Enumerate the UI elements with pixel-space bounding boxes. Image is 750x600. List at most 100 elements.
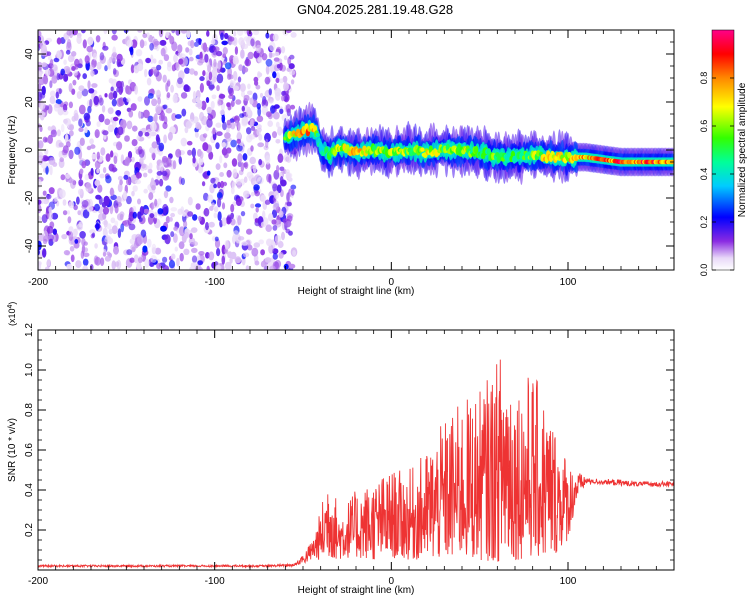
noise-blob xyxy=(96,61,102,70)
noise-blob xyxy=(82,209,90,219)
noise-blob xyxy=(60,174,66,181)
noise-blob xyxy=(276,165,280,173)
noise-blob xyxy=(142,245,148,253)
noise-blob xyxy=(87,105,92,114)
y-tick-label: 0.6 xyxy=(24,443,35,457)
noise-blob xyxy=(94,160,101,169)
noise-blob xyxy=(47,54,52,61)
noise-blob xyxy=(71,66,76,71)
noise-blob xyxy=(151,98,158,107)
noise-blob xyxy=(255,84,261,90)
x-tick-label: 0 xyxy=(389,277,395,288)
noise-blob xyxy=(250,145,254,152)
noise-blob xyxy=(38,199,42,205)
noise-blob xyxy=(178,156,182,165)
noise-blob xyxy=(174,246,178,252)
noise-blob xyxy=(149,262,155,267)
noise-blob xyxy=(99,52,105,61)
noise-blob xyxy=(151,243,157,253)
spectrogram-x-ticks: -200 -100 0 100 xyxy=(28,30,675,288)
noise-blob xyxy=(270,105,276,114)
noise-blob xyxy=(52,228,57,235)
noise-blob xyxy=(243,193,248,199)
noise-blob xyxy=(206,30,210,37)
noise-blob xyxy=(227,214,232,221)
noise-blob xyxy=(126,120,133,130)
noise-blob xyxy=(208,151,214,160)
noise-blob xyxy=(229,80,234,89)
noise-blob xyxy=(165,82,169,92)
noise-blob xyxy=(38,71,42,79)
noise-blob xyxy=(286,201,292,207)
noise-blob xyxy=(109,204,114,215)
noise-blob xyxy=(81,160,87,169)
noise-blob xyxy=(253,242,261,248)
noise-blob xyxy=(282,75,288,83)
noise-blob xyxy=(266,111,272,118)
noise-blob xyxy=(236,30,244,36)
noise-blob xyxy=(83,112,91,121)
noise-blob xyxy=(286,215,293,223)
noise-blob xyxy=(255,44,262,54)
noise-blob xyxy=(102,227,108,236)
noise-blob xyxy=(281,95,285,102)
noise-blob xyxy=(62,210,68,216)
noise-blob xyxy=(274,51,280,57)
noise-blob xyxy=(283,263,289,270)
x-tick-label: -200 xyxy=(28,277,48,288)
noise-blob xyxy=(180,92,188,99)
noise-blob xyxy=(92,52,98,61)
noise-blob xyxy=(133,254,139,264)
noise-blob xyxy=(215,122,222,128)
noise-blob xyxy=(220,180,225,189)
noise-blob xyxy=(127,151,133,159)
noise-blob xyxy=(91,153,97,160)
noise-blob xyxy=(148,192,154,201)
noise-blob xyxy=(188,237,196,245)
snr-y-ticks: 0.2 0.4 0.6 0.8 1.0 1.2 xyxy=(24,323,674,561)
noise-blob xyxy=(42,190,47,196)
ridge-blob xyxy=(520,149,525,157)
noise-blob xyxy=(211,68,218,79)
noise-blob xyxy=(217,60,221,70)
noise-blob xyxy=(49,165,53,176)
noise-blob xyxy=(259,92,264,98)
noise-blob xyxy=(172,93,178,104)
noise-blob xyxy=(283,55,288,61)
noise-blob xyxy=(185,47,190,53)
noise-blob xyxy=(184,126,189,134)
noise-blob xyxy=(279,78,284,84)
noise-blob xyxy=(85,182,92,193)
noise-blob xyxy=(222,47,228,55)
noise-blob xyxy=(260,194,267,202)
noise-blob xyxy=(255,207,259,213)
noise-blob xyxy=(164,234,171,245)
noise-blob xyxy=(112,90,118,99)
noise-blob xyxy=(107,59,111,69)
noise-blob xyxy=(268,174,272,184)
noise-blob xyxy=(273,104,280,109)
noise-blob xyxy=(242,153,248,161)
noise-blob xyxy=(272,131,277,139)
noise-blob xyxy=(224,240,229,250)
noise-blob xyxy=(94,179,101,187)
colorbar-tick-label: 0.0 xyxy=(699,264,709,277)
noise-blob xyxy=(102,130,109,136)
noise-blob xyxy=(190,39,195,49)
colorbar-gradient xyxy=(712,30,734,270)
noise-blob xyxy=(160,47,166,57)
noise-blob xyxy=(273,57,280,62)
noise-blob xyxy=(126,177,131,186)
noise-blob xyxy=(199,76,205,82)
noise-blob xyxy=(176,257,180,267)
noise-blob xyxy=(240,211,246,217)
noise-blob xyxy=(49,80,53,89)
noise-blob xyxy=(264,76,271,85)
noise-blob xyxy=(209,45,215,53)
noise-blob xyxy=(231,181,236,189)
noise-blob xyxy=(162,104,168,110)
noise-blob xyxy=(119,213,124,221)
noise-blob xyxy=(235,120,240,127)
noise-blob xyxy=(142,33,148,39)
noise-blob xyxy=(272,253,278,260)
